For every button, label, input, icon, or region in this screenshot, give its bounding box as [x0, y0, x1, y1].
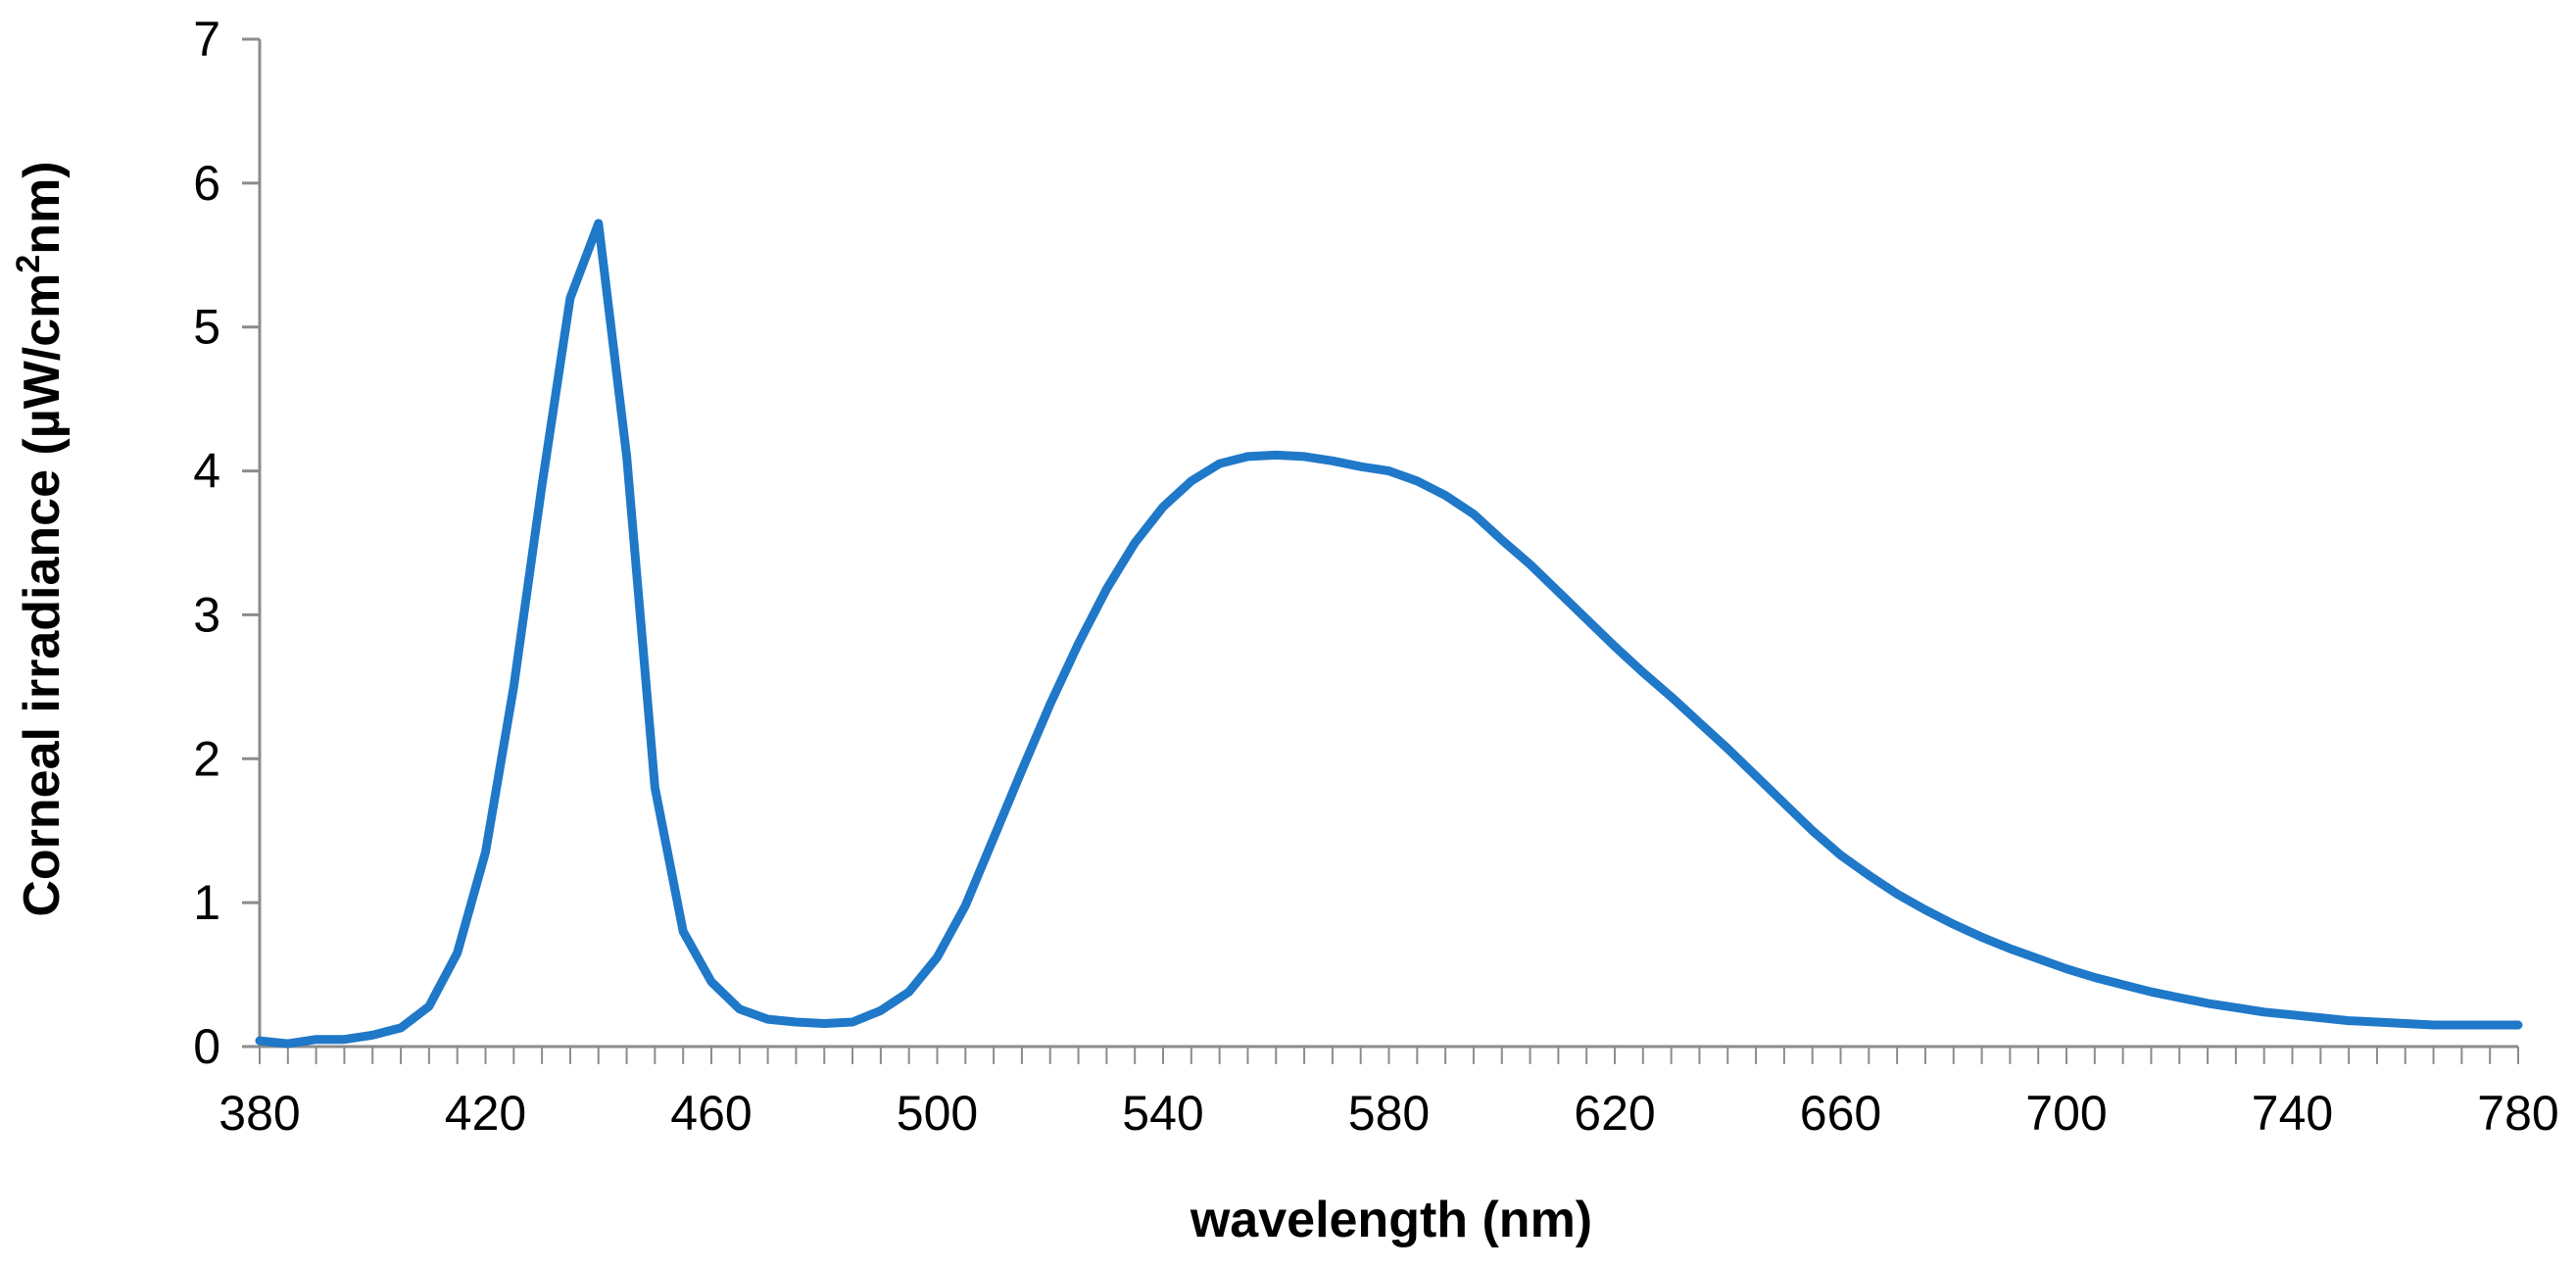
x-axis-title: wavelength (nm): [1190, 1192, 1592, 1248]
x-tick-label: 740: [2252, 1086, 2333, 1141]
y-tick-label: 1: [193, 875, 220, 930]
x-tick-label: 780: [2477, 1086, 2558, 1141]
x-tick-label: 620: [1574, 1086, 1655, 1141]
x-tick-label: 540: [1122, 1086, 1203, 1141]
y-axis-title-tail: nm): [14, 161, 71, 254]
x-tick-label: 460: [670, 1086, 752, 1141]
series-line: [255, 219, 2523, 1049]
y-tick-label: 7: [193, 12, 220, 67]
x-tick-label: 580: [1348, 1086, 1430, 1141]
x-tick-label: 660: [1800, 1086, 1881, 1141]
x-tick-label: 380: [219, 1086, 300, 1141]
x-tick-label: 420: [445, 1086, 526, 1141]
y-tick-label: 0: [193, 1019, 220, 1074]
y-axis-title-superscript: 2: [10, 255, 47, 273]
y-tick-label: 4: [193, 444, 220, 499]
y-axis-title-main: Corneal irradiance (µW/cm: [14, 273, 71, 917]
x-tick-label: 500: [897, 1086, 978, 1141]
y-tick-label: 3: [193, 587, 220, 642]
x-axis: 380 420 460 500 540 580 620 660 700 740 780: [219, 1045, 2559, 1141]
y-tick-label: 5: [193, 300, 220, 355]
x-tick-label: 700: [2025, 1086, 2107, 1141]
series-layer: [255, 219, 2523, 1049]
y-axis-title: Corneal irradiance (µW/cm2nm): [10, 161, 71, 916]
y-tick-label: 6: [193, 156, 220, 211]
y-axis: 0 1 2 3 4 5 6 7: [193, 12, 262, 1074]
y-tick-label: 2: [193, 731, 220, 786]
